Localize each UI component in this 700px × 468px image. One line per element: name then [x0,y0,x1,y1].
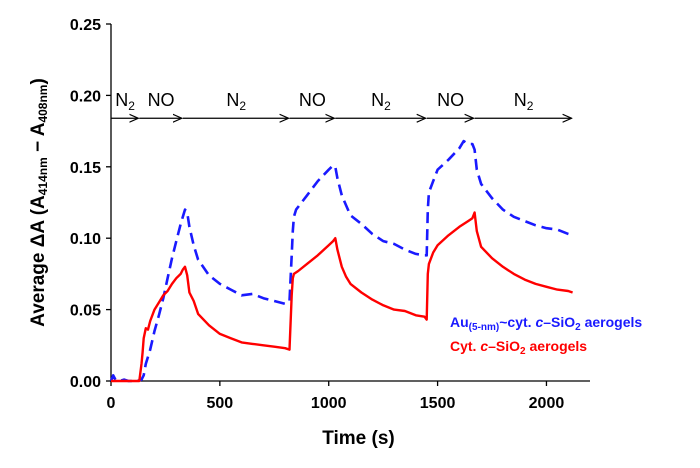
series-lines [109,139,573,383]
y-axis-title-suffix: ) [28,78,49,84]
legend-text-part: ~cyt. [499,314,535,330]
legend-text-part: aerogels [526,338,588,354]
phase-label-gas: N [115,90,128,110]
phase-label: N2 [115,90,135,113]
x-axis-title: Time (s) [322,428,395,449]
legend-subscript: (5-nm) [469,322,500,333]
phase-label: N2 [371,90,391,113]
y-tick-label: 0.25 [70,17,101,34]
legend-text-part: –SiO [543,314,575,330]
phase-label-subscript: 2 [128,99,135,113]
legend-italic: c [535,314,543,330]
legend-text-part: Cyt. [450,338,480,354]
legend-italic: c [480,338,488,354]
legend-entry-cyt-c-sio2: Cyt. c–SiO2 aerogels [450,338,587,357]
phase-label-subscript: 2 [384,99,391,113]
legend-text-part: Au [450,314,469,330]
legend-subscript: 2 [520,346,526,357]
x-tick-label: 1500 [420,395,456,412]
y-tick-label: 0.15 [70,160,101,177]
series-line-cyt-c-sio2 [111,211,573,383]
y-tick-label: 0.10 [70,231,101,248]
legend-entry-au-cyt-c-sio2: Au(5-nm)~cyt. c–SiO2 aerogels [450,314,642,333]
phase-label: NO [299,90,326,110]
y-axis-title-subscript-1: 414nm [36,157,50,195]
y-axis-title-middle: − A [28,122,49,157]
y-axis-title: Average ΔA (A414nm − A408nm) [28,78,50,327]
x-tick-label: 500 [207,395,234,412]
y-axis-title-prefix: Average ΔA (A [28,195,49,327]
legend-text-part: –SiO [488,338,520,354]
phase-label-gas: N [371,90,384,110]
phase-label: N2 [226,90,246,113]
y-tick-label: 0.00 [70,374,101,391]
phase-label: NO [437,90,464,110]
x-tick-label: 2000 [529,395,565,412]
legend-text-part: aerogels [581,314,643,330]
y-axis-title-subscript-2: 408nm [36,85,50,123]
y-tick-label: 0.05 [70,303,101,320]
series-line-au-cyt-c-sio2 [109,139,573,383]
phase-label-subscript: 2 [239,99,246,113]
gas-phase-annotations: N2 NO N2 NO N2 NO N2 [111,90,572,118]
phase-label-subscript: 2 [527,99,534,113]
phase-label: NO [148,90,175,110]
phase-label-gas: NO [299,90,326,110]
x-tick-label: 1000 [311,395,347,412]
phase-label-gas: N [226,90,239,110]
y-tick-label: 0.20 [70,88,101,105]
axes: 0.00 0.05 0.10 0.15 0.20 0.25 0 500 1000 1500 2000… [28,17,590,449]
phase-label: N2 [514,90,534,113]
phase-label-gas: N [514,90,527,110]
legend-subscript: 2 [575,322,581,333]
phase-label-gas: NO [437,90,464,110]
x-tick-label: 0 [107,395,116,412]
phase-label-gas: NO [148,90,175,110]
